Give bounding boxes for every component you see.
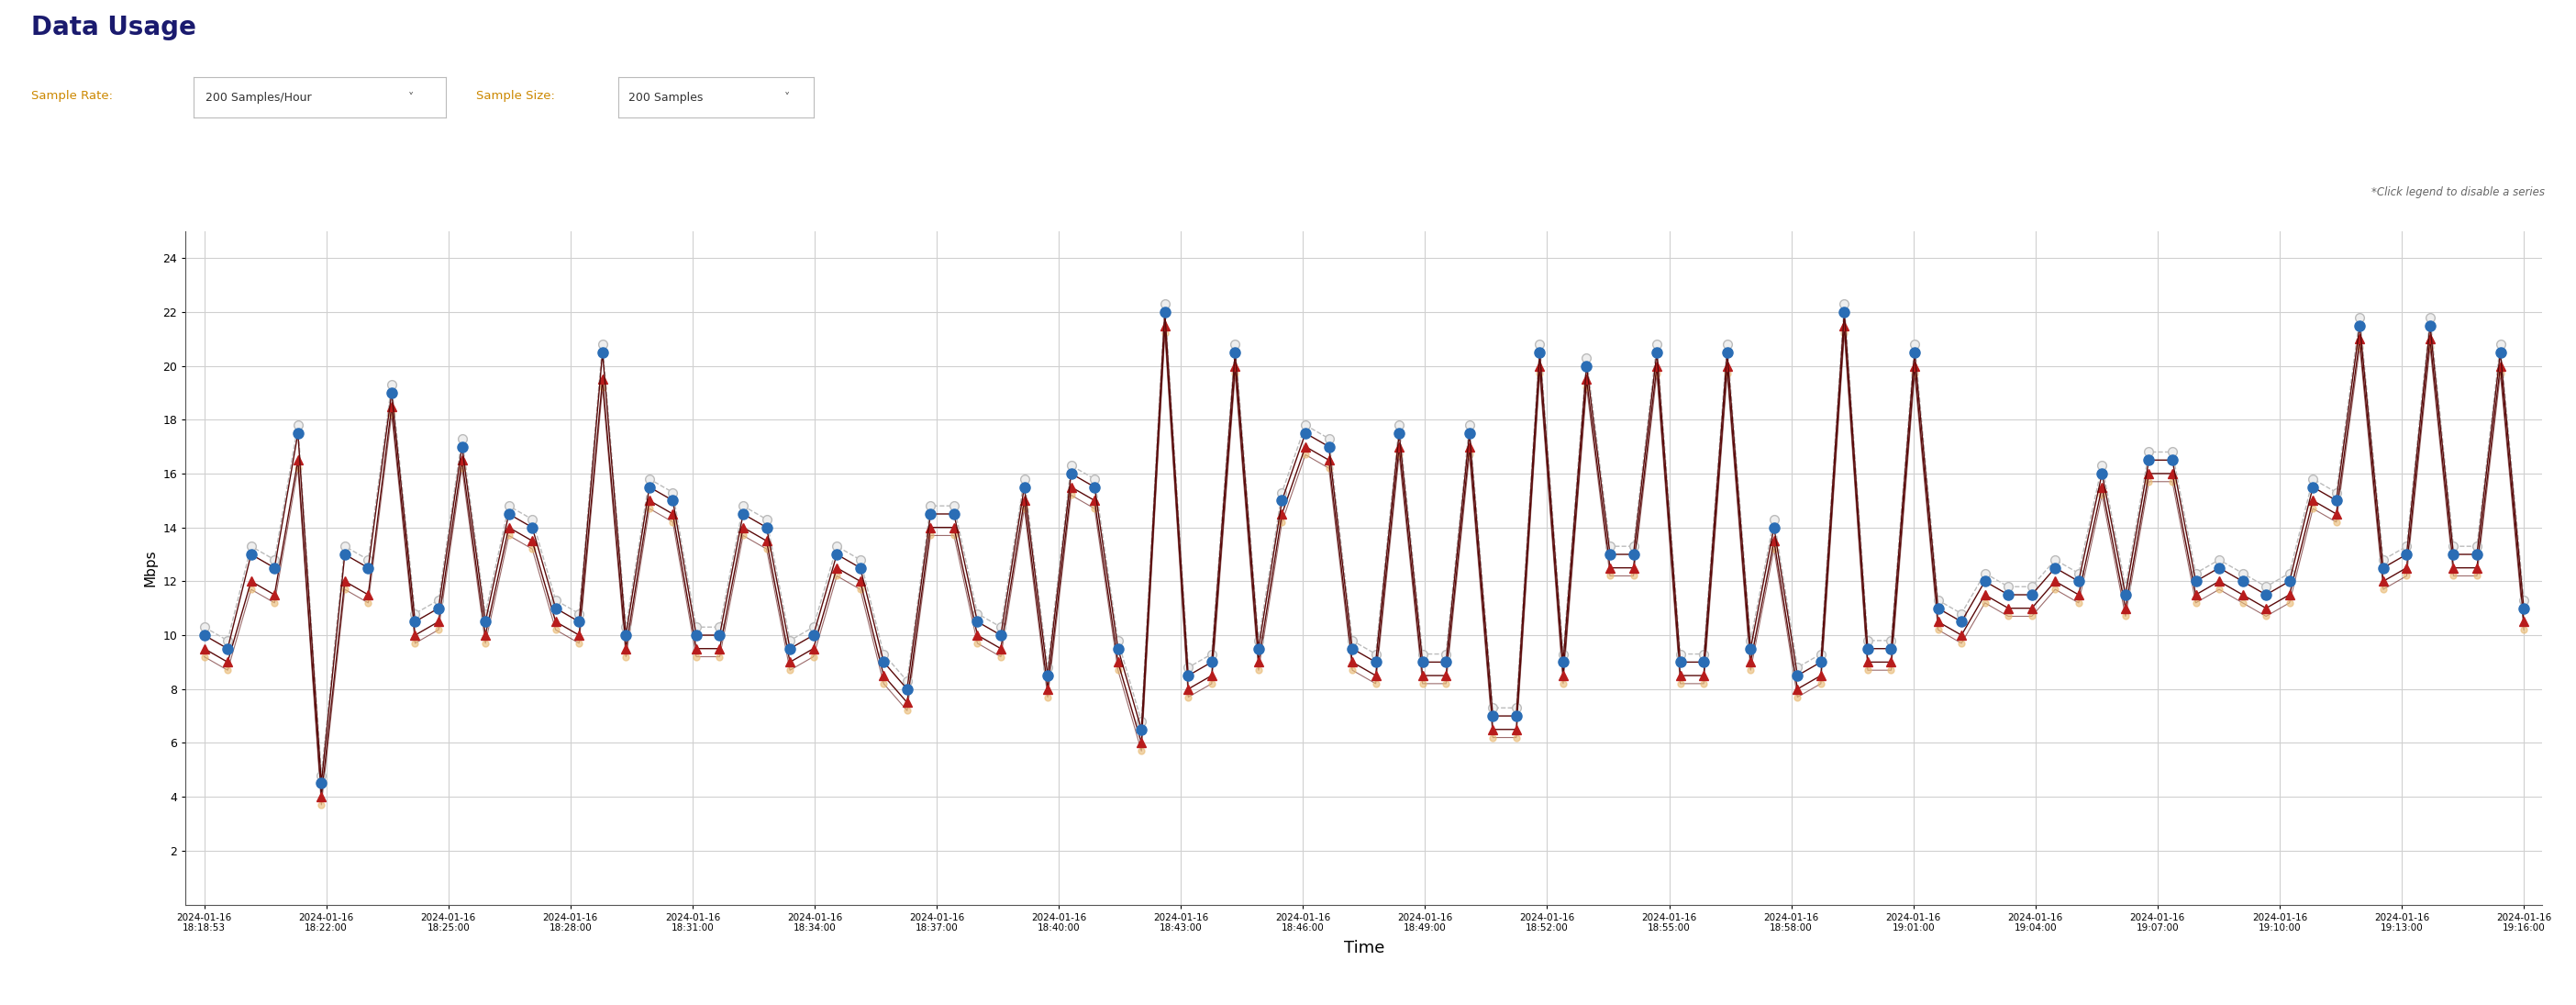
Text: 200 Samples: 200 Samples <box>629 91 703 104</box>
Y-axis label: Mbps: Mbps <box>144 549 157 587</box>
Text: Sample Size:: Sample Size: <box>477 89 556 102</box>
Text: ˅: ˅ <box>786 91 791 104</box>
Text: ˅: ˅ <box>407 91 415 104</box>
Text: Data Usage: Data Usage <box>31 15 196 41</box>
Text: *Click legend to disable a series: *Click legend to disable a series <box>2372 186 2545 198</box>
Text: 200 Samples/Hour: 200 Samples/Hour <box>206 91 312 104</box>
X-axis label: Time: Time <box>1345 941 1383 957</box>
Text: Sample Rate:: Sample Rate: <box>31 89 113 102</box>
